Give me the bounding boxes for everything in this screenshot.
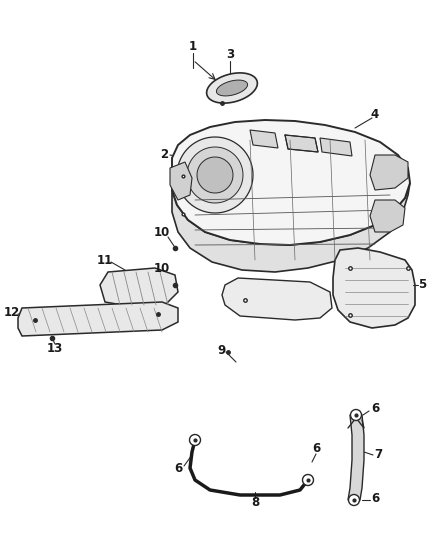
- Text: 3: 3: [226, 49, 234, 61]
- Polygon shape: [100, 268, 178, 308]
- Text: 6: 6: [174, 462, 182, 474]
- Polygon shape: [172, 183, 410, 272]
- Polygon shape: [320, 138, 352, 156]
- Polygon shape: [187, 147, 243, 203]
- Text: 4: 4: [371, 109, 379, 122]
- Polygon shape: [172, 120, 410, 245]
- Polygon shape: [333, 248, 415, 328]
- Polygon shape: [170, 162, 192, 200]
- Circle shape: [190, 435, 200, 445]
- Text: 12: 12: [4, 305, 20, 319]
- Text: 11: 11: [97, 254, 113, 266]
- Circle shape: [303, 474, 314, 486]
- Text: 7: 7: [374, 448, 382, 462]
- Text: 5: 5: [418, 279, 426, 292]
- Text: 1: 1: [189, 41, 197, 53]
- Text: 6: 6: [312, 441, 320, 455]
- Text: 8: 8: [251, 497, 259, 510]
- Text: 13: 13: [47, 342, 63, 354]
- Polygon shape: [177, 137, 253, 213]
- Polygon shape: [197, 157, 233, 193]
- Polygon shape: [18, 302, 178, 336]
- Polygon shape: [370, 200, 405, 232]
- Text: 6: 6: [371, 401, 379, 415]
- Text: 10: 10: [154, 262, 170, 274]
- Circle shape: [190, 434, 201, 446]
- Text: 2: 2: [160, 149, 168, 161]
- Polygon shape: [222, 278, 332, 320]
- Circle shape: [303, 475, 313, 485]
- Text: 6: 6: [371, 491, 379, 505]
- Polygon shape: [370, 155, 408, 190]
- Polygon shape: [285, 135, 318, 152]
- Polygon shape: [250, 130, 278, 148]
- Polygon shape: [348, 415, 364, 500]
- Text: 10: 10: [154, 225, 170, 238]
- Circle shape: [350, 409, 361, 421]
- Circle shape: [349, 495, 360, 505]
- Polygon shape: [207, 73, 258, 103]
- Text: 9: 9: [218, 343, 226, 357]
- Polygon shape: [216, 80, 247, 96]
